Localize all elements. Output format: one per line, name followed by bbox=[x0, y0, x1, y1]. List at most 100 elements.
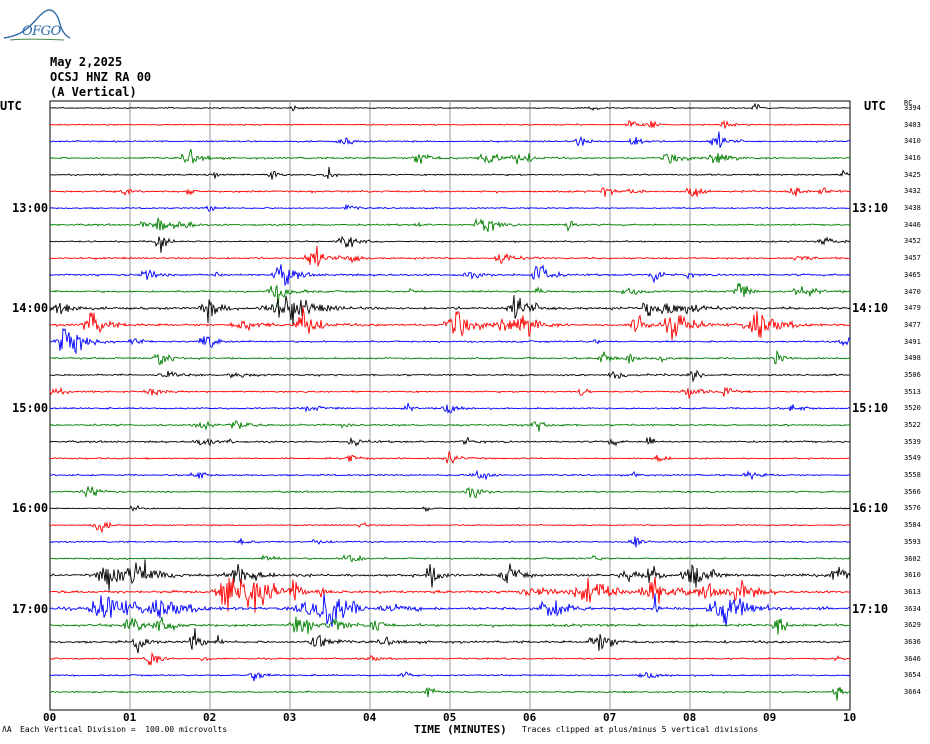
seismic-trace bbox=[49, 245, 851, 267]
station-number: 3613 bbox=[904, 587, 921, 596]
seismic-trace bbox=[49, 628, 851, 654]
seismic-trace bbox=[49, 306, 851, 341]
x-tick-label: 09 bbox=[763, 711, 777, 724]
seismic-trace bbox=[49, 402, 851, 415]
seismic-trace bbox=[49, 386, 851, 400]
right-time-label: 14:10 bbox=[852, 301, 889, 316]
corner-mark: ɅA bbox=[2, 725, 12, 734]
station-header: RC bbox=[904, 99, 913, 107]
left-time-label: 14:00 bbox=[12, 301, 49, 316]
x-tick-label: 08 bbox=[683, 711, 697, 724]
station-number: 3410 bbox=[904, 137, 921, 146]
station-number: 3513 bbox=[904, 387, 921, 396]
seismic-trace bbox=[49, 327, 851, 355]
station-number: 3610 bbox=[904, 571, 921, 580]
station-number: 3558 bbox=[904, 471, 921, 480]
seismic-trace bbox=[49, 553, 851, 563]
station-number: 3506 bbox=[904, 370, 921, 379]
station-number: 3479 bbox=[904, 304, 921, 313]
station-number: 3438 bbox=[904, 204, 921, 213]
seismic-trace bbox=[49, 369, 850, 383]
x-tick-label: 00 bbox=[43, 711, 57, 724]
right-time-label: 16:10 bbox=[852, 501, 889, 516]
seismic-trace bbox=[49, 616, 851, 635]
station-number: 3465 bbox=[904, 270, 921, 279]
station-number: 3636 bbox=[904, 637, 921, 646]
right-time-label: 17:10 bbox=[852, 601, 889, 616]
seismic-trace bbox=[49, 593, 851, 627]
right-time-label: 13:10 bbox=[852, 201, 889, 216]
station-number: 3520 bbox=[904, 404, 921, 413]
logo-text: OFGO bbox=[22, 24, 61, 39]
station-number: 3664 bbox=[904, 688, 921, 696]
station-number: 3549 bbox=[904, 454, 921, 463]
seismic-trace bbox=[49, 264, 851, 287]
x-tick-label: 03 bbox=[283, 711, 297, 724]
scale-note: Each Vertical Division = 100.00 microvol… bbox=[20, 725, 228, 734]
left-time-label: 16:00 bbox=[12, 501, 49, 516]
station-number: 3452 bbox=[904, 237, 921, 246]
station-number: 3634 bbox=[904, 604, 921, 613]
seismic-trace bbox=[49, 282, 851, 308]
station-number: 3446 bbox=[904, 220, 921, 229]
header-date: May 2,2025 bbox=[50, 55, 123, 69]
station-number: 3584 bbox=[904, 521, 921, 530]
station-number: 3629 bbox=[904, 621, 921, 630]
x-tick-label: 10 bbox=[843, 711, 857, 724]
utc-left-label: UTC bbox=[0, 99, 22, 113]
station-number: 3593 bbox=[904, 537, 921, 546]
seismic-trace bbox=[49, 203, 851, 212]
station-number: 3566 bbox=[904, 487, 921, 496]
left-time-label: 17:00 bbox=[12, 601, 49, 616]
right-time-label: 15:10 bbox=[852, 401, 889, 416]
x-tick-label: 06 bbox=[523, 711, 537, 724]
seismic-trace bbox=[49, 294, 851, 326]
seismic-trace bbox=[49, 486, 851, 499]
station-number: 3477 bbox=[904, 320, 921, 329]
station-number: 3394 bbox=[904, 104, 921, 112]
seismic-trace bbox=[50, 166, 851, 180]
station-number: 3470 bbox=[904, 287, 921, 296]
left-time-label: 15:00 bbox=[12, 401, 49, 416]
seismic-trace bbox=[49, 504, 851, 513]
x-axis-label: TIME (MINUTES) bbox=[414, 723, 507, 736]
seismic-trace bbox=[49, 671, 850, 682]
volcano-outline-icon bbox=[3, 9, 71, 41]
seismic-trace bbox=[49, 469, 851, 481]
seismic-trace bbox=[49, 420, 851, 432]
seismic-trace bbox=[49, 436, 851, 447]
utc-right-label: UTC bbox=[864, 99, 886, 113]
clip-note: Traces clipped at plus/minus 5 vertical … bbox=[522, 725, 759, 734]
station-number: 3432 bbox=[904, 187, 921, 196]
station-number: 3498 bbox=[904, 354, 921, 363]
seismic-trace bbox=[49, 559, 851, 591]
x-tick-label: 07 bbox=[603, 711, 617, 724]
seismic-trace bbox=[49, 131, 851, 148]
seismic-trace bbox=[49, 187, 851, 198]
header-channel: OCSJ HNZ RA 00 bbox=[50, 70, 152, 84]
seismic-trace bbox=[49, 119, 851, 130]
seismic-trace bbox=[49, 450, 851, 465]
station-number: 3491 bbox=[904, 337, 921, 346]
station-number: 3522 bbox=[904, 421, 921, 430]
station-number: 3539 bbox=[904, 437, 921, 446]
station-number: 3602 bbox=[904, 554, 921, 563]
station-number: 3646 bbox=[904, 654, 921, 663]
seismic-trace bbox=[49, 686, 851, 701]
seismic-trace bbox=[49, 149, 851, 165]
station-number: 3457 bbox=[904, 254, 921, 263]
seismic-trace bbox=[49, 349, 851, 366]
x-tick-label: 05 bbox=[443, 711, 457, 724]
seismic-trace bbox=[49, 536, 851, 548]
station-number: 3576 bbox=[904, 504, 921, 513]
left-time-label: 13:00 bbox=[12, 201, 49, 216]
x-tick-label: 02 bbox=[203, 711, 217, 724]
seismic-trace bbox=[49, 217, 851, 233]
header-component: (A Vertical) bbox=[50, 85, 137, 99]
station-number: 3403 bbox=[904, 120, 921, 129]
seismic-trace bbox=[49, 577, 850, 613]
x-tick-label: 04 bbox=[363, 711, 377, 724]
station-number: 3654 bbox=[904, 671, 921, 680]
seismic-trace bbox=[49, 651, 850, 666]
